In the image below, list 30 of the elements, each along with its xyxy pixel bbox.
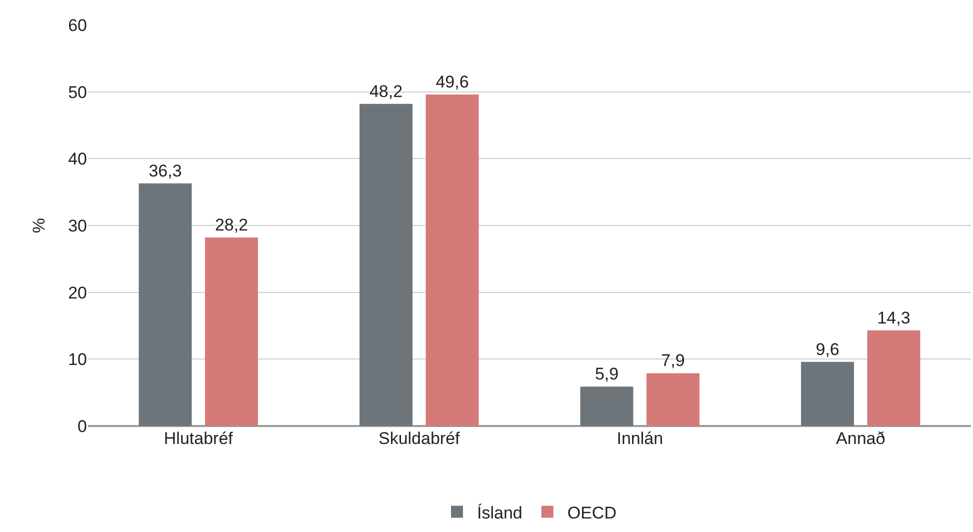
y-tick-label: 60 bbox=[68, 16, 87, 35]
x-tick-label: Annað bbox=[836, 429, 886, 448]
x-tick-label: Innlán bbox=[616, 429, 664, 448]
y-tick-label: 30 bbox=[68, 216, 87, 236]
bar bbox=[360, 104, 412, 426]
x-tick-label: Hlutabréf bbox=[164, 429, 234, 448]
bar bbox=[646, 373, 700, 426]
bar bbox=[580, 386, 634, 426]
bar bbox=[801, 362, 854, 426]
bar bbox=[426, 94, 479, 426]
y-tick-label: 10 bbox=[68, 350, 87, 370]
bar bbox=[138, 183, 192, 426]
legend-label: OECD bbox=[567, 503, 616, 522]
y-tick-label: 40 bbox=[68, 150, 87, 169]
data-label: 36,3 bbox=[148, 161, 182, 180]
bar bbox=[205, 238, 258, 426]
y-tick-label: 20 bbox=[68, 283, 87, 302]
y-axis-title: % bbox=[30, 218, 49, 234]
data-label: 49,6 bbox=[436, 72, 469, 92]
legend-label: Ísland bbox=[477, 503, 522, 522]
data-label: 48,2 bbox=[369, 82, 403, 101]
data-label: 9,6 bbox=[816, 340, 840, 359]
y-tick-label: 50 bbox=[68, 82, 87, 102]
data-label: 7,9 bbox=[661, 351, 685, 370]
x-tick-label: Skuldabréf bbox=[378, 429, 460, 448]
data-label: 28,2 bbox=[214, 216, 248, 235]
data-label: 5,9 bbox=[594, 364, 619, 384]
y-tick-label: 0 bbox=[78, 416, 87, 436]
bar bbox=[867, 330, 920, 426]
data-label: 14,3 bbox=[877, 308, 910, 328]
